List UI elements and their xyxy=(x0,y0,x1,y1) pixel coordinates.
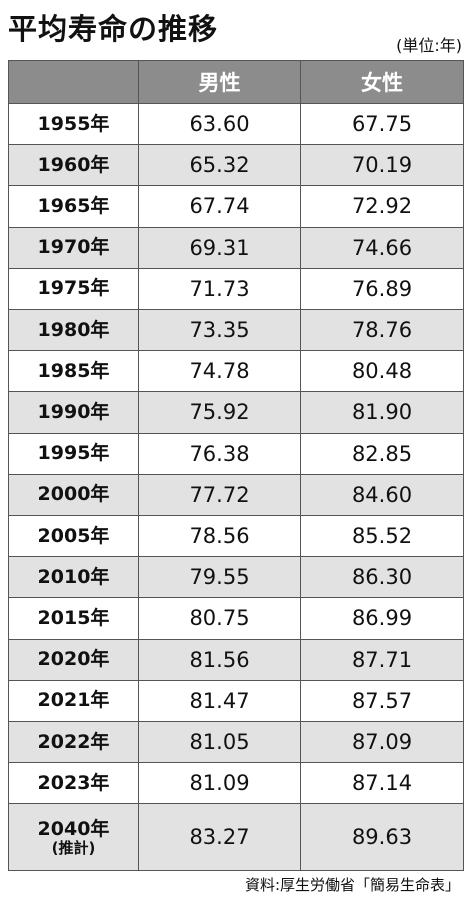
header-cell xyxy=(9,61,139,104)
year: 2040年 xyxy=(37,817,110,840)
year: 2022年 xyxy=(37,730,110,753)
year-cell: 1990年 xyxy=(9,392,139,434)
year: 1970年 xyxy=(37,236,110,259)
year: 1960年 xyxy=(37,153,110,176)
year-cell: 2010年 xyxy=(9,557,139,599)
year: 2005年 xyxy=(37,524,110,547)
value-cell: 78.76 xyxy=(301,310,464,352)
value-cell: 74.78 xyxy=(139,351,301,393)
title: 平均寿命の推移 xyxy=(8,12,219,46)
value-cell: 87.57 xyxy=(301,680,464,722)
value-cell: 80.75 xyxy=(139,598,301,640)
year-cell: 2021年 xyxy=(9,680,139,722)
value-cell: 87.71 xyxy=(301,639,464,681)
year-cell: 2005年 xyxy=(9,516,139,558)
year: 2020年 xyxy=(37,648,110,671)
year-cell: 1965年 xyxy=(9,186,139,228)
value-cell: 67.75 xyxy=(301,104,464,146)
unit: (単位:年) xyxy=(396,36,462,55)
value-cell: 77.72 xyxy=(139,474,301,516)
value-cell: 81.05 xyxy=(139,722,301,764)
value-cell: 80.48 xyxy=(301,351,464,393)
table: 男性 女性 1955年 63.60 67.75 1960年 65.32 70.19 1965年 6… xyxy=(8,60,464,872)
header-cell: 女性 xyxy=(301,61,464,104)
value-cell: 81.90 xyxy=(301,392,464,434)
year: 1980年 xyxy=(37,318,110,341)
year-cell: 1975年 xyxy=(9,268,139,310)
value-cell: 81.47 xyxy=(139,680,301,722)
value-cell: 69.31 xyxy=(139,227,301,269)
value-cell: 65.32 xyxy=(139,145,301,187)
value-cell: 76.89 xyxy=(301,268,464,310)
year: 1995年 xyxy=(37,442,110,465)
value-cell: 87.14 xyxy=(301,763,464,805)
year: 1955年 xyxy=(37,112,110,135)
year: 1975年 xyxy=(37,277,110,300)
year-cell: 1960年 xyxy=(9,145,139,187)
year: 1965年 xyxy=(37,195,110,218)
year-cell: 1980年 xyxy=(9,310,139,352)
value-cell: 74.66 xyxy=(301,227,464,269)
value-cell: 84.60 xyxy=(301,474,464,516)
year-cell: 2000年 xyxy=(9,474,139,516)
value-cell: 67.74 xyxy=(139,186,301,228)
year-cell: 2022年 xyxy=(9,722,139,764)
value-cell: 89.63 xyxy=(301,804,464,872)
value-cell: 85.52 xyxy=(301,516,464,558)
year: 2000年 xyxy=(37,483,110,506)
value-cell: 86.30 xyxy=(301,557,464,599)
value-cell: 72.92 xyxy=(301,186,464,228)
value-cell: 87.09 xyxy=(301,722,464,764)
value-cell: 82.85 xyxy=(301,433,464,475)
year: 2023年 xyxy=(37,771,110,794)
year-cell: 1995年 xyxy=(9,433,139,475)
value-cell: 79.55 xyxy=(139,557,301,599)
value-cell: 75.92 xyxy=(139,392,301,434)
value-cell: 78.56 xyxy=(139,516,301,558)
year-note: (推計) xyxy=(51,838,96,857)
year: 2015年 xyxy=(37,607,110,630)
year: 1985年 xyxy=(37,359,110,382)
header-cell: 男性 xyxy=(139,61,301,104)
value-cell: 81.56 xyxy=(139,639,301,681)
value-cell: 86.99 xyxy=(301,598,464,640)
value-cell: 81.09 xyxy=(139,763,301,805)
value-cell: 71.73 xyxy=(139,268,301,310)
value-cell: 76.38 xyxy=(139,433,301,475)
year-cell: 1970年 xyxy=(9,227,139,269)
year: 1990年 xyxy=(37,401,110,424)
year: 2021年 xyxy=(37,689,110,712)
source: 資料:厚生労働省「簡易生命表」 xyxy=(244,876,460,894)
year-cell: 2015年 xyxy=(9,598,139,640)
year-cell: 1955年 xyxy=(9,104,139,146)
year-cell: 2040年 (推計) xyxy=(9,804,139,872)
value-cell: 63.60 xyxy=(139,104,301,146)
year-cell: 1985年 xyxy=(9,351,139,393)
value-cell: 73.35 xyxy=(139,310,301,352)
year: 2010年 xyxy=(37,565,110,588)
value-cell: 70.19 xyxy=(301,145,464,187)
value-cell: 83.27 xyxy=(139,804,301,872)
year-cell: 2023年 xyxy=(9,763,139,805)
year-cell: 2020年 xyxy=(9,639,139,681)
